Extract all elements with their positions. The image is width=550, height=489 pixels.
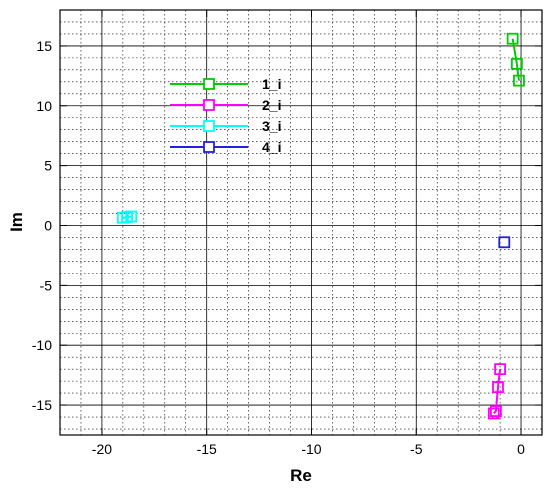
data-point xyxy=(494,363,506,376)
x-tick-label: 0 xyxy=(517,441,525,457)
legend-item-3_i: 3_i xyxy=(170,118,281,134)
series-4_i xyxy=(498,236,511,249)
data-point xyxy=(513,74,525,87)
legend-label: 1_i xyxy=(262,76,281,92)
data-point xyxy=(498,236,511,249)
data-point xyxy=(506,32,519,45)
x-axis-ticks: -20 -15 -10 -5 0 xyxy=(92,10,525,457)
legend-item-4_i: 4_i xyxy=(170,139,281,155)
y-tick-label: -5 xyxy=(40,277,53,293)
data-point xyxy=(492,381,504,394)
legend: 1_i 2_i 3_i 4_i xyxy=(170,76,281,155)
plot-background xyxy=(60,10,542,435)
y-tick-label: 0 xyxy=(44,217,52,233)
data-point xyxy=(116,211,129,224)
series-layer xyxy=(116,32,525,420)
y-axis-ticks: -15 -10 -5 0 5 10 15 xyxy=(32,38,542,413)
x-axis-title: Re xyxy=(290,466,312,485)
y-tick-label: -15 xyxy=(32,397,52,413)
legend-label: 2_i xyxy=(262,97,281,113)
legend-marker xyxy=(203,99,215,111)
data-point xyxy=(487,407,500,420)
x-tick-label: -15 xyxy=(197,441,217,457)
legend-label: 3_i xyxy=(262,118,281,134)
legend-item-1_i: 1_i xyxy=(170,76,281,92)
y-axis-title: Im xyxy=(7,212,26,232)
y-tick-label: 10 xyxy=(36,98,52,114)
y-tick-label: 15 xyxy=(36,38,52,54)
legend-marker xyxy=(203,78,215,90)
major-grid xyxy=(60,10,542,435)
legend-label: 4_i xyxy=(262,139,281,155)
x-tick-label: -5 xyxy=(410,441,423,457)
legend-marker xyxy=(203,120,215,132)
series-3_i xyxy=(116,210,138,224)
y-tick-label: -10 xyxy=(32,337,52,353)
y-tick-label: 5 xyxy=(44,158,52,174)
plot-frame xyxy=(59,9,543,436)
legend-marker xyxy=(203,141,215,153)
series-1_i xyxy=(506,32,525,87)
data-point xyxy=(489,405,502,417)
minor-grid xyxy=(59,9,543,435)
series-line xyxy=(493,369,502,415)
data-point xyxy=(510,57,523,70)
x-tick-label: -20 xyxy=(92,441,112,457)
legend-item-2_i: 2_i xyxy=(170,97,281,113)
series-2_i xyxy=(487,363,506,420)
x-tick-label: -10 xyxy=(301,441,321,457)
